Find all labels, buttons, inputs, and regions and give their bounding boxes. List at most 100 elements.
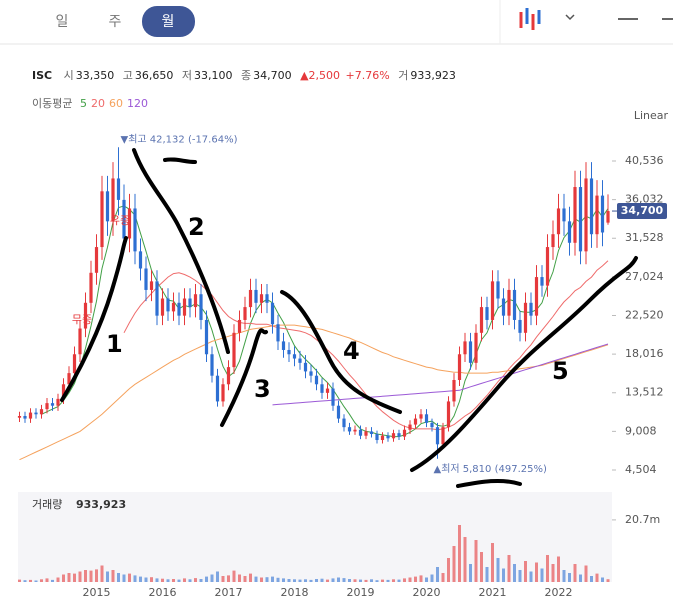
candle-body xyxy=(424,414,429,423)
change: ▲2,500 xyxy=(300,69,341,82)
candle-body xyxy=(540,277,544,286)
dropdown-icon[interactable] xyxy=(565,14,575,21)
y-tick-label: 13,512 xyxy=(625,386,664,399)
candle-body xyxy=(309,371,313,376)
volume-bar xyxy=(584,565,588,582)
volume-label: 거래량 xyxy=(32,498,62,511)
candle-body xyxy=(430,422,434,428)
candle-body xyxy=(61,384,66,399)
volume-bar xyxy=(507,555,511,582)
candle-body xyxy=(94,247,99,273)
volume-bar xyxy=(56,577,60,582)
volume-bar xyxy=(221,576,225,582)
candle-body xyxy=(490,281,495,320)
volume-bar xyxy=(529,571,533,582)
tab[interactable]: 일 xyxy=(56,14,69,30)
volume-bar xyxy=(557,556,560,582)
candle-body xyxy=(556,208,561,235)
candle-body xyxy=(122,199,126,239)
volume-bar xyxy=(518,570,522,582)
volume-bar xyxy=(183,578,186,582)
event-label: 무증 xyxy=(72,313,92,326)
volume-bar xyxy=(166,579,170,582)
ma-label: 이동평균 xyxy=(32,97,73,110)
candle-body xyxy=(67,373,71,385)
volume-bar xyxy=(111,570,115,582)
candle-body xyxy=(105,191,110,222)
volume-bar xyxy=(353,579,357,582)
candle-body xyxy=(116,178,121,200)
volume-bar xyxy=(485,567,489,582)
candle-body xyxy=(567,221,572,243)
chart-type-icon[interactable] xyxy=(519,8,541,30)
candle-body xyxy=(474,332,478,363)
volume-bar xyxy=(18,579,21,582)
volume-bar xyxy=(73,573,76,582)
volume-bar xyxy=(370,579,373,582)
candle-body xyxy=(144,268,148,290)
volume-bar xyxy=(23,580,27,582)
volume-bar xyxy=(403,578,406,582)
volume-bar xyxy=(331,578,335,582)
volume-bar xyxy=(579,574,582,582)
candle-body xyxy=(182,298,187,316)
volume-bar xyxy=(320,578,324,582)
volume-bar xyxy=(128,573,131,582)
tab[interactable]: 월 xyxy=(162,14,175,30)
candle-body xyxy=(342,418,346,428)
candle-body xyxy=(364,431,368,436)
volume-bar xyxy=(177,579,181,582)
volume-bar xyxy=(590,576,593,582)
candle-body xyxy=(468,341,473,363)
candle-body xyxy=(17,416,22,418)
candle-body xyxy=(232,332,236,368)
candle-body xyxy=(518,319,522,333)
volume-bar xyxy=(392,579,395,582)
candle-body xyxy=(496,281,500,299)
candle-body xyxy=(89,272,93,303)
candle-body xyxy=(204,319,209,355)
candle-body xyxy=(45,403,49,410)
candle-body xyxy=(512,289,517,320)
candle-body xyxy=(254,289,258,303)
volume-bar xyxy=(172,579,175,582)
candle-body xyxy=(160,298,165,316)
volume-bar xyxy=(287,579,291,582)
volume-bar xyxy=(568,573,571,582)
selected-tab-bg[interactable] xyxy=(142,6,195,37)
quote-label: 저 xyxy=(181,69,192,82)
min-annotation: ▲최저 5,810 (497.25%) xyxy=(434,463,547,475)
candle-body xyxy=(243,307,247,320)
candle-body xyxy=(523,302,528,333)
volume-bar xyxy=(535,562,538,582)
quote-label: 고 xyxy=(122,69,133,82)
scale-label[interactable]: Linear xyxy=(634,109,669,122)
tab[interactable]: 주 xyxy=(109,14,122,30)
volume-bar xyxy=(469,564,472,582)
quote-value: 33,100 xyxy=(193,69,233,82)
candle-body xyxy=(177,302,181,316)
candle-body xyxy=(358,429,363,436)
candle-body xyxy=(215,375,220,402)
volume-bar xyxy=(216,571,219,582)
volume-bar xyxy=(254,576,258,582)
ma-legend-item: 120 xyxy=(126,97,148,110)
ma-legend-item: 5 xyxy=(79,97,87,110)
x-tick-label: 2020 xyxy=(413,586,441,599)
y-tick-label: 36,032 xyxy=(625,193,664,206)
candle-body xyxy=(155,281,159,316)
volume-bar xyxy=(293,579,296,582)
candle-body xyxy=(237,319,242,333)
candle-body xyxy=(463,341,467,355)
candle-body xyxy=(375,434,379,441)
candle-body xyxy=(111,178,115,222)
volume-bar xyxy=(562,570,566,582)
candle-body xyxy=(221,384,225,402)
handwriting xyxy=(60,148,638,488)
volume-bar xyxy=(122,574,126,582)
volume-bar xyxy=(34,580,38,582)
volume-bar xyxy=(606,579,610,582)
volume-bar xyxy=(326,579,329,582)
candle-body xyxy=(501,298,506,316)
volume-value: 933,923 xyxy=(76,498,126,511)
